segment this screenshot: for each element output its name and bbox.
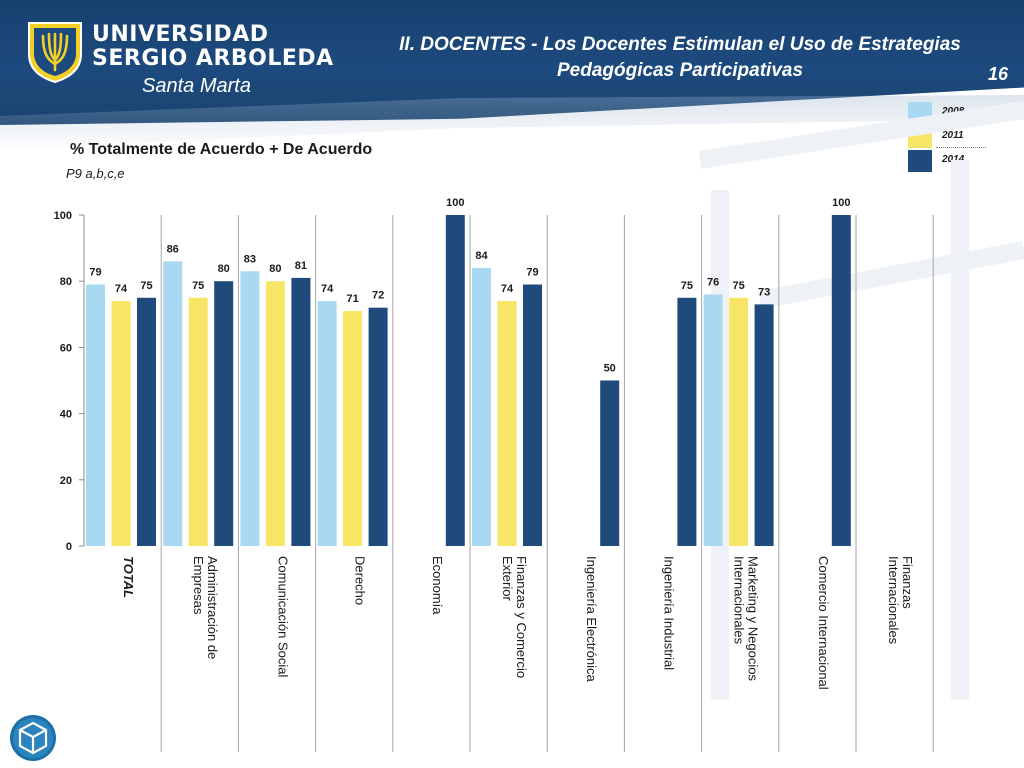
category-label-finanzas-y-comercio-exterior: Finanzas y Comercio: [514, 556, 529, 678]
data-label-comunicacion-social-2011: 80: [269, 263, 281, 275]
data-label-total-2008: 79: [89, 267, 101, 279]
page-number: 16: [988, 64, 1009, 84]
bar-derecho-2011: [343, 310, 363, 546]
data-label-total-2011: 74: [115, 283, 128, 295]
bar-administracion-de-empresas-2008: [163, 261, 183, 546]
logo-name-line-2: SERGIO ARBOLEDA: [92, 46, 334, 71]
bar-derecho-2014: [368, 307, 388, 546]
category-label-derecho: Derecho: [353, 556, 368, 605]
bar-total-2008: [86, 284, 105, 546]
chart-subtitle: P9 a,b,c,e: [66, 166, 125, 181]
data-label-finanzas-y-comercio-exterior-2014: 79: [526, 267, 538, 279]
data-label-total-2014: 75: [140, 280, 152, 292]
category-label-marketing-y-negocios-internacionales: Internacionales: [732, 556, 747, 645]
y-tick-label: 80: [60, 276, 72, 288]
legend-swatch-2014: [908, 150, 932, 172]
bar-economia-2014: [445, 215, 465, 546]
data-label-marketing-y-negocios-internacionales-2008: 76: [707, 276, 719, 288]
bar-finanzas-y-comercio-exterior-2011: [497, 301, 517, 546]
bar-comunicacion-social-2011: [265, 281, 285, 546]
slide-title-line-1: II. DOCENTES - Los Docentes Estimulan el…: [399, 34, 961, 55]
legend-divider: [936, 147, 986, 148]
data-label-comunicacion-social-2008: 83: [244, 253, 256, 265]
category-label-finanzas-y-comercio-exterior: Exterior: [500, 556, 515, 601]
category-label-total: TOTAL: [121, 556, 136, 598]
data-label-administracion-de-empresas-2014: 80: [218, 263, 230, 275]
bar-total-2014: [137, 297, 156, 546]
category-label-economia: Economía: [430, 556, 445, 615]
slide-title: II. DOCENTES - Los Docentes Estimulan el…: [380, 32, 980, 84]
data-label-finanzas-y-comercio-exterior-2008: 84: [475, 250, 488, 262]
data-label-administracion-de-empresas-2011: 75: [192, 280, 204, 292]
y-tick-label: 20: [60, 475, 72, 487]
y-tick-label: 100: [54, 210, 72, 222]
data-label-administracion-de-empresas-2008: 86: [167, 243, 179, 255]
bar-marketing-y-negocios-internacionales-2014: [754, 304, 774, 546]
background-watermark: [698, 101, 1024, 700]
legend-label-2011: 2011: [942, 130, 964, 141]
data-label-economia-2014: 100: [446, 197, 464, 209]
chart-title: % Totalmente de Acuerdo + De Acuerdo: [70, 141, 373, 158]
logo-name-line-1: UNIVERSIDAD: [92, 22, 269, 47]
data-label-finanzas-y-comercio-exterior-2011: 74: [501, 283, 514, 295]
bar-comercio-internacional-2014: [831, 215, 851, 546]
legend-label-2014: 2014: [942, 154, 965, 165]
data-label-derecho-2011: 71: [346, 293, 358, 305]
bar-comunicacion-social-2008: [240, 271, 260, 546]
bar-ingenieria-electronica-2014: [600, 380, 620, 546]
category-label-comercio-internacional: Comercio Internacional: [816, 556, 831, 690]
bar-marketing-y-negocios-internacionales-2008: [703, 294, 723, 546]
slide-title-line-2: Pedagógicas Participativas: [556, 60, 804, 81]
category-label-comunicacion-social: Comunicación Social: [275, 556, 290, 678]
category-label-ingenieria-electronica: Ingeniería Electrónica: [584, 556, 599, 683]
category-label-marketing-y-negocios-internacionales: Marketing y Negocios: [746, 556, 761, 681]
bar-total-2011: [111, 301, 131, 546]
y-tick-label: 40: [60, 409, 72, 421]
data-label-ingenieria-industrial-2014: 75: [681, 280, 693, 292]
data-label-ingenieria-electronica-2014: 50: [604, 363, 616, 375]
university-shield-logo: [28, 22, 82, 84]
data-label-marketing-y-negocios-internacionales-2014: 73: [758, 286, 770, 298]
category-label-administracion-de-empresas: Administración de: [205, 556, 220, 659]
category-label-finanzas-internacionales: Internacionales: [886, 556, 901, 645]
data-label-derecho-2014: 72: [372, 290, 384, 302]
data-label-derecho-2008: 74: [321, 283, 334, 295]
bar-ingenieria-industrial-2014: [677, 297, 697, 546]
bar-comunicacion-social-2014: [291, 277, 311, 546]
legend-item-2014: 2014: [906, 148, 986, 172]
data-label-marketing-y-negocios-internacionales-2011: 75: [732, 280, 744, 292]
y-tick-label: 0: [66, 541, 72, 553]
legend-label-2008: 2008: [942, 106, 965, 117]
category-label-finanzas-internacionales: Finanzas: [900, 556, 915, 609]
bar-finanzas-y-comercio-exterior-2008: [472, 267, 491, 546]
bar-administracion-de-empresas-2014: [214, 281, 234, 546]
bar-marketing-y-negocios-internacionales-2011: [729, 297, 749, 546]
logo-city: Santa Marta: [142, 75, 251, 97]
bar-administracion-de-empresas-2011: [188, 297, 208, 546]
bar-derecho-2008: [317, 301, 337, 546]
cube-logo-icon: [10, 715, 56, 761]
category-label-ingenieria-industrial: Ingeniería Industrial: [661, 556, 676, 670]
data-label-comercio-internacional-2014: 100: [832, 197, 850, 209]
y-tick-label: 60: [60, 342, 72, 354]
category-label-administracion-de-empresas: Empresas: [191, 556, 206, 615]
data-label-comunicacion-social-2014: 81: [295, 260, 307, 272]
bar-finanzas-y-comercio-exterior-2014: [523, 284, 542, 546]
